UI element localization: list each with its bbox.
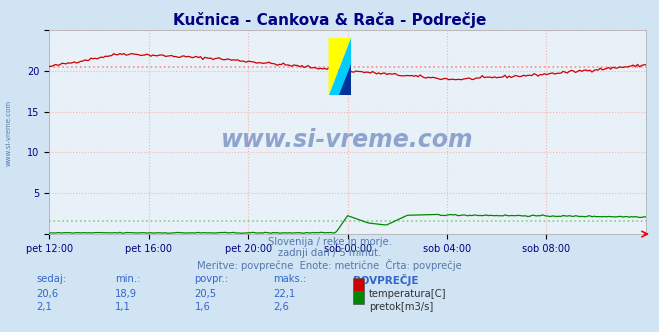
Text: 20,6: 20,6	[36, 289, 59, 299]
Text: www.si-vreme.com: www.si-vreme.com	[5, 100, 12, 166]
Text: Slovenija / reke in morje.: Slovenija / reke in morje.	[268, 237, 391, 247]
Polygon shape	[339, 64, 351, 95]
Text: 18,9: 18,9	[115, 289, 138, 299]
Text: Kučnica - Cankova & Rača - Podrečje: Kučnica - Cankova & Rača - Podrečje	[173, 12, 486, 28]
Text: Meritve: povprečne  Enote: metrične  Črta: povprečje: Meritve: povprečne Enote: metrične Črta:…	[197, 259, 462, 271]
Text: temperatura[C]: temperatura[C]	[369, 289, 447, 299]
Text: 1,6: 1,6	[194, 302, 210, 312]
Text: 2,1: 2,1	[36, 302, 52, 312]
Polygon shape	[329, 38, 351, 95]
Text: min.:: min.:	[115, 274, 141, 284]
Text: 20,5: 20,5	[194, 289, 217, 299]
Text: sedaj:: sedaj:	[36, 274, 67, 284]
Text: pretok[m3/s]: pretok[m3/s]	[369, 302, 433, 312]
Text: maks.:: maks.:	[273, 274, 306, 284]
Text: POVPREČJE: POVPREČJE	[353, 274, 418, 286]
Text: zadnji dan / 5 minut.: zadnji dan / 5 minut.	[278, 248, 381, 258]
Text: www.si-vreme.com: www.si-vreme.com	[221, 128, 474, 152]
Polygon shape	[329, 38, 351, 95]
Text: 2,6: 2,6	[273, 302, 289, 312]
Text: 1,1: 1,1	[115, 302, 131, 312]
Text: 22,1: 22,1	[273, 289, 296, 299]
Text: povpr.:: povpr.:	[194, 274, 229, 284]
